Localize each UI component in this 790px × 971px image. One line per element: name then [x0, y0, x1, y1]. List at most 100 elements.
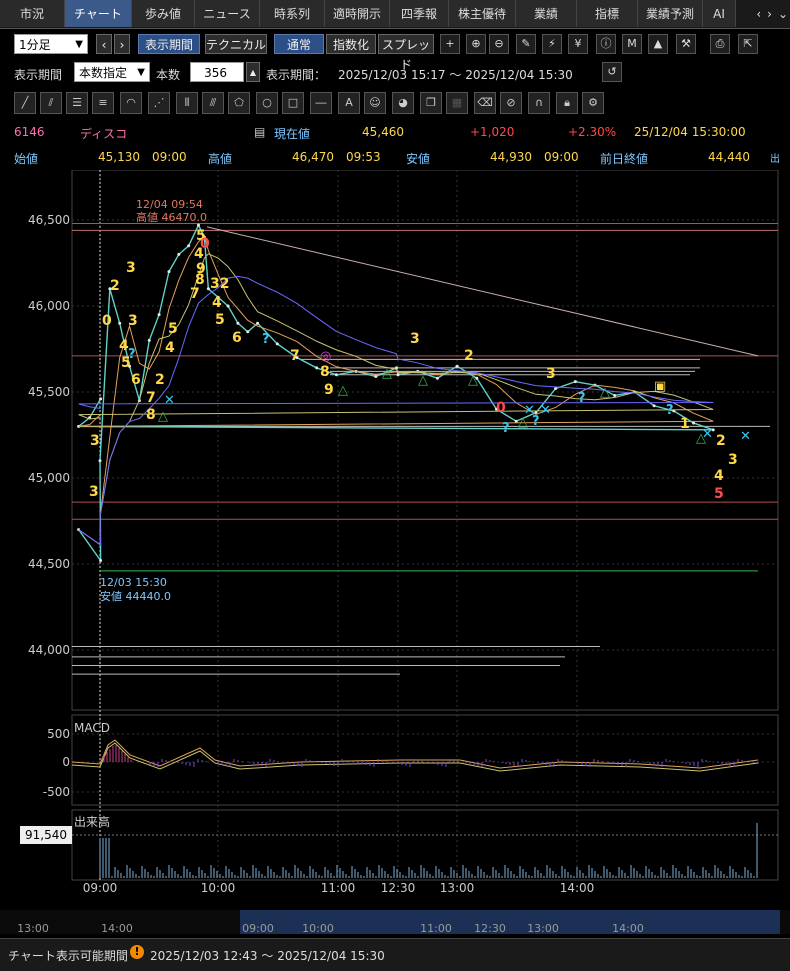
current-label: 現在値 [274, 127, 311, 141]
area-chart-icon[interactable]: ▲ [648, 34, 668, 54]
price-point [99, 559, 103, 563]
line-tool-icon[interactable]: ╱ [14, 92, 36, 114]
quote-datetime: 25/12/04 15:30:00 [634, 125, 746, 139]
price-point [187, 244, 191, 248]
normal-button[interactable]: 通常 [274, 34, 324, 54]
price-point [374, 375, 378, 379]
yen-icon[interactable]: ¥ [568, 34, 588, 54]
price-point [108, 287, 112, 291]
price-point [128, 364, 132, 368]
price-point [99, 397, 103, 401]
low-time: 09:00 [544, 150, 579, 164]
technical-button[interactable]: テクニカル [205, 34, 267, 54]
signal-icon[interactable]: ⚡ [542, 34, 562, 54]
tab-market[interactable]: 市況 [0, 0, 65, 27]
tab-collapse-icon[interactable]: ⌄ [777, 7, 788, 21]
count-mark: 9 [196, 261, 206, 277]
arc-tool-icon[interactable]: ◠ [120, 92, 142, 114]
pentagon-tool-icon[interactable]: ⬠ [228, 92, 250, 114]
tab-prev-icon[interactable]: ‹ [756, 7, 762, 21]
circle-tool-icon[interactable]: ○ [256, 92, 278, 114]
lock-tool-icon[interactable]: 🔒︎ [556, 92, 578, 114]
tab-disclosure[interactable]: 適時開示 [325, 0, 390, 27]
zoom-out-icon[interactable]: ⊖ [489, 34, 509, 54]
count-mark: 3 [90, 433, 100, 449]
price-point [573, 380, 577, 384]
tab-timeseries[interactable]: 時系列 [260, 0, 325, 27]
period-mode-select[interactable]: 本数指定 ▼ [74, 62, 150, 82]
price-point [216, 295, 220, 299]
price-point [613, 393, 617, 397]
crosshair-icon[interactable]: + [440, 34, 460, 54]
wrench-icon[interactable]: ⚒ [676, 34, 696, 54]
count-stepper[interactable]: ▲ [246, 62, 260, 82]
text-tool-icon[interactable]: A [338, 92, 360, 114]
signal-mark: △ [158, 409, 168, 424]
popout-icon[interactable]: ⇱ [738, 34, 758, 54]
signal-mark: ✕ [702, 427, 713, 442]
speed-tool-icon[interactable]: ⫻ [202, 92, 224, 114]
tab-indicators[interactable]: 指標 [577, 0, 638, 27]
tab-forecast[interactable]: 業績予測 [638, 0, 703, 27]
volume-value: 91,540 [25, 828, 67, 842]
signal-mark: △ [418, 373, 428, 388]
pen-icon[interactable]: ✎ [516, 34, 536, 54]
volume-label: 出来高 [74, 814, 110, 829]
my-indicator-icon[interactable]: M [622, 34, 642, 54]
tab-shikiho[interactable]: 四季報 [390, 0, 449, 27]
fan-tool-icon[interactable]: ⋰ [148, 92, 170, 114]
next-button[interactable]: › [114, 34, 130, 54]
tab-ticks[interactable]: 歩み値 [132, 0, 195, 27]
signal-mark: ✕ [524, 403, 535, 418]
more-label: 出 [770, 154, 780, 165]
macd-line [71, 739, 759, 769]
count-mark: 9 [324, 382, 334, 398]
period-button[interactable]: 表示期間 [138, 34, 200, 54]
count-mark: 8 [195, 272, 205, 288]
copy-tool-icon[interactable]: ❐ [420, 92, 442, 114]
count-mark: 6 [232, 330, 242, 346]
count-mark: 6 [131, 372, 141, 388]
interval-select[interactable]: 1分足 ▼ [14, 34, 88, 54]
price-point [167, 270, 171, 274]
spread-button[interactable]: スプレッド [378, 34, 434, 72]
high-date-label: 12/04 09:54 [136, 198, 203, 211]
zoom-in-icon[interactable]: ⊕ [466, 34, 486, 54]
info-icon[interactable]: ⓘ [596, 34, 616, 54]
tab-performance[interactable]: 業績 [516, 0, 577, 27]
vlines-tool-icon[interactable]: ⦀ [176, 92, 198, 114]
count-input[interactable]: 356 [190, 62, 244, 82]
macd-panel-frame [71, 714, 779, 806]
open-time: 09:00 [152, 150, 187, 164]
eraser-tool-icon[interactable]: ⌫ [474, 92, 496, 114]
index-button[interactable]: 指数化 [326, 34, 376, 54]
y-tick-label: 46,000 [28, 299, 70, 313]
price-panel-frame [71, 170, 779, 711]
price-point [275, 342, 279, 346]
price-point [435, 376, 439, 380]
signal-mark: ✕ [164, 393, 175, 408]
print-icon[interactable]: ⎙ [710, 34, 730, 54]
price-point [334, 373, 338, 377]
tab-next-icon[interactable]: › [767, 7, 772, 21]
paint-tool-icon[interactable]: ◕ [392, 92, 414, 114]
magnet-tool-icon[interactable]: ∩ [528, 92, 550, 114]
tab-news[interactable]: ニュース [195, 0, 260, 27]
tab-yutai[interactable]: 株主優待 [449, 0, 516, 27]
stamp-tool-icon[interactable]: ☺ [364, 92, 386, 114]
price-point [455, 364, 459, 368]
refresh-icon[interactable]: ↺ [602, 62, 622, 82]
tab-chart[interactable]: チャート [65, 0, 132, 27]
count-mark: 5 [196, 228, 206, 244]
rect-tool-icon[interactable]: □ [282, 92, 304, 114]
fib-tool-icon[interactable]: ≡ [92, 92, 114, 114]
channel-tool-icon[interactable]: ⫽ [40, 92, 62, 114]
erase-all-tool-icon[interactable]: ⊘ [500, 92, 522, 114]
hline-tool-icon[interactable]: ― [310, 92, 332, 114]
prev-button[interactable]: ‹ [96, 34, 112, 54]
hlines-tool-icon[interactable]: ☰ [66, 92, 88, 114]
settings-icon[interactable]: ⚙ [582, 92, 604, 114]
tab-ai[interactable]: AI [703, 0, 736, 27]
price-chart[interactable]: 46,500 46,000 45,500 45,000 44,500 44,000 12/… [0, 170, 790, 936]
price-point [692, 421, 695, 425]
